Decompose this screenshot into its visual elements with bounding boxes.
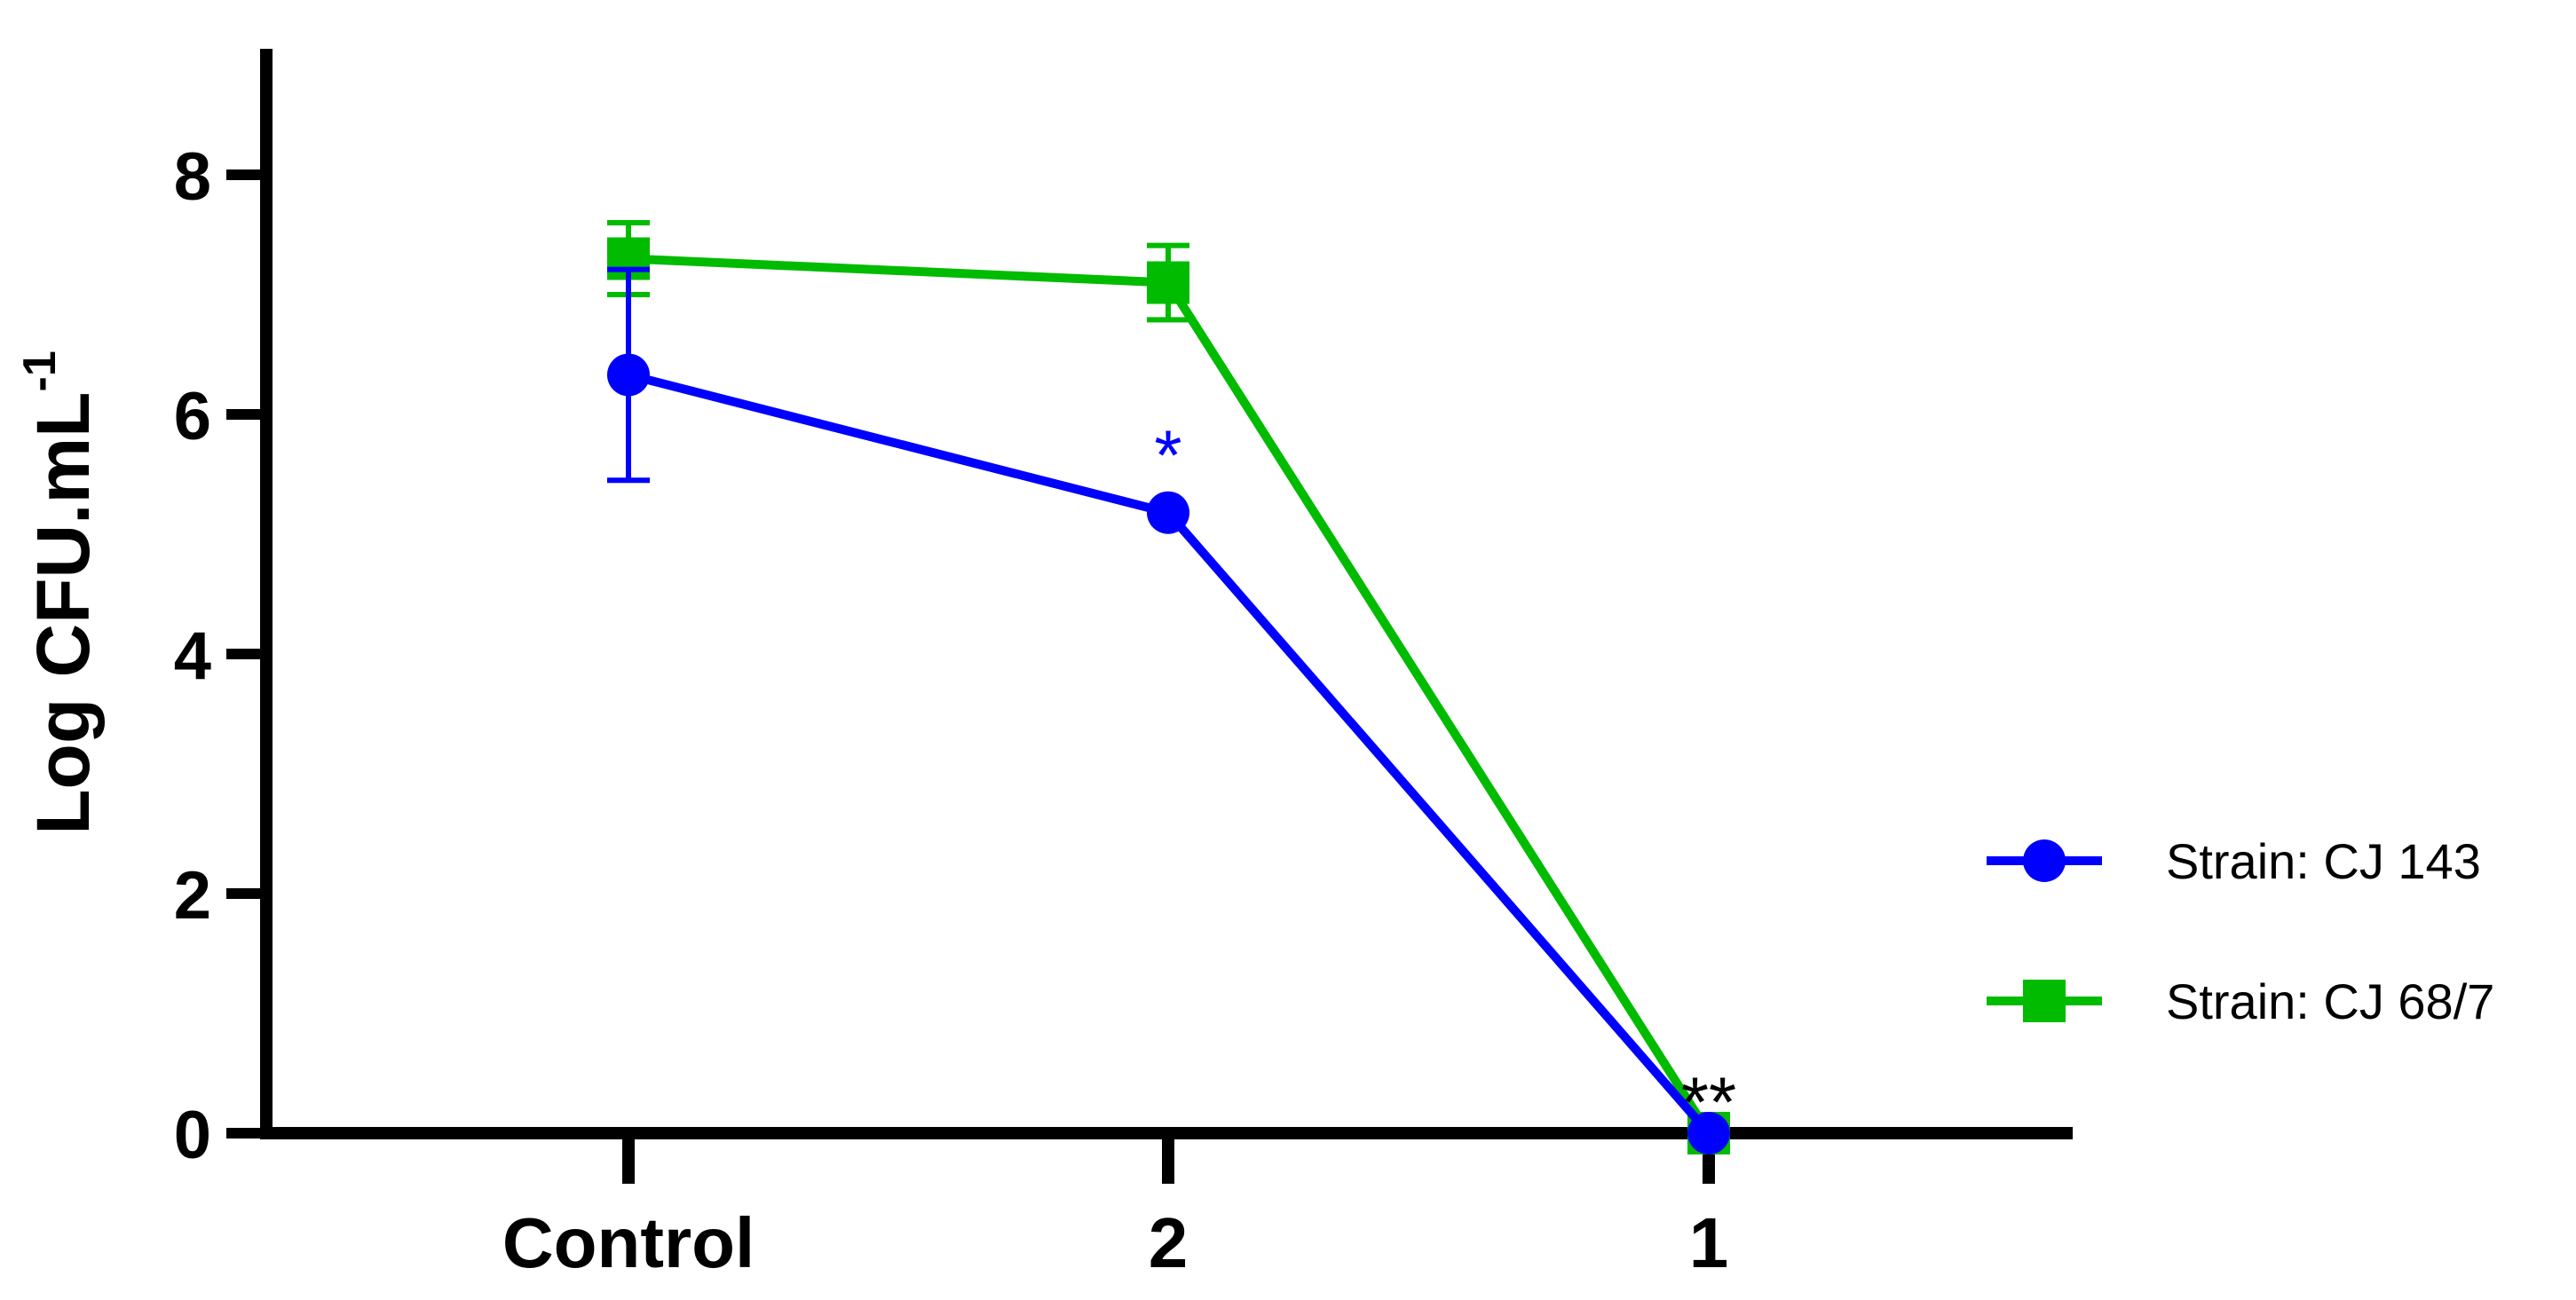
y-tick-label: 8 — [174, 139, 211, 215]
x-tick-label: Control — [502, 1203, 755, 1282]
series-cj-143 — [607, 266, 1730, 1154]
y-tick-label: 2 — [174, 858, 211, 934]
tick-group: 0 2 4 6 8 Control 2 1 — [174, 139, 1729, 1282]
y-tick-label: 0 — [174, 1098, 211, 1173]
legend-item: Strain: CJ 143 — [1987, 833, 2481, 889]
data-point — [1147, 491, 1189, 534]
data-point — [607, 353, 650, 397]
series-cj-68-7 — [607, 220, 1730, 1154]
significance-marker: ** — [1681, 1063, 1736, 1142]
y-axis-title: Log CFU.mL-1 — [14, 351, 105, 835]
legend-label: Strain: CJ 143 — [2166, 833, 2481, 889]
y-tick-label: 6 — [174, 379, 211, 454]
x-tick-label: 2 — [1149, 1203, 1189, 1282]
legend-label: Strain: CJ 68/7 — [2166, 973, 2494, 1029]
data-point — [1147, 261, 1189, 304]
axes — [260, 49, 2073, 1139]
legend-marker — [2023, 839, 2066, 882]
legend-marker — [2023, 980, 2066, 1022]
legend: Strain: CJ 143 Strain: CJ 68/7 — [1987, 833, 2494, 1029]
series-line — [628, 254, 1713, 1136]
y-tick-label: 4 — [174, 618, 211, 694]
y-axis-title-superscript: -1 — [14, 351, 66, 391]
y-axis-title-text: Log CFU.mL — [21, 392, 105, 835]
legend-item: Strain: CJ 68/7 — [1987, 973, 2494, 1029]
annotation-group: *** — [1154, 416, 1736, 1142]
series-group — [607, 220, 1730, 1154]
x-tick-label: 1 — [1689, 1203, 1729, 1282]
data-point — [1687, 1112, 1730, 1154]
significance-marker: * — [1154, 416, 1181, 495]
